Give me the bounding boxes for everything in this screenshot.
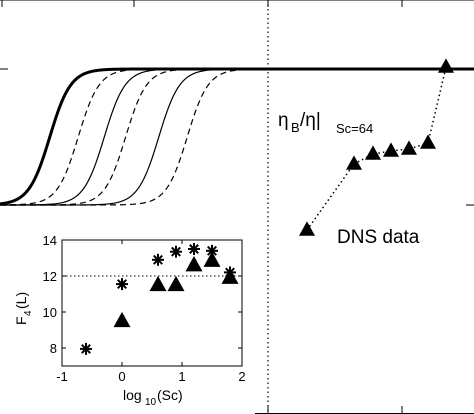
dns-point-3 — [365, 145, 381, 160]
dns-point-5 — [401, 140, 417, 155]
dns-point-2 — [346, 155, 362, 170]
inset-ylabel-sub: 4 — [23, 310, 34, 316]
ratio-label-subscript: Sc=64 — [336, 121, 373, 136]
series-curve-6 — [0, 68, 474, 206]
inset-ytick-label: 8 — [50, 341, 57, 356]
inset-triangle-point-4 — [185, 256, 203, 272]
inset-asterisk-point-5 — [188, 243, 200, 255]
series-curve-1 — [0, 67, 474, 206]
dns-label: DNS data — [337, 227, 420, 248]
inset-triangle-point-5 — [203, 251, 221, 267]
dns-point-1 — [299, 221, 315, 236]
inset-ytick-label: 14 — [43, 233, 57, 248]
inset-ylabel: F — [13, 316, 29, 325]
series-curve-5 — [0, 68, 474, 206]
inset-xtick-label: 1 — [178, 369, 185, 384]
inset-xlabel-rest: (Sc) — [157, 387, 183, 403]
inset-triangle-point-6 — [221, 268, 239, 284]
inset-xlabel-sub: 10 — [145, 397, 157, 408]
asterisk-stroke — [207, 245, 217, 256]
inset-ytick-label: 12 — [43, 269, 57, 284]
series-curve-4 — [0, 68, 474, 206]
dns-point-6 — [420, 134, 436, 149]
inset-frame — [61, 239, 243, 367]
inset-xtick-label: 0 — [118, 369, 125, 384]
inset-xtick-label: -1 — [56, 369, 68, 384]
inset-xtick-label: 2 — [238, 369, 245, 384]
asterisk-stroke — [189, 244, 199, 254]
inset-asterisk-point-2 — [116, 278, 128, 291]
inset-asterisk-point-1 — [80, 342, 92, 355]
dns-point-4 — [383, 142, 399, 157]
dns-point-7 — [438, 58, 454, 73]
inset-triangle-point-1 — [113, 311, 131, 328]
asterisk-stroke — [153, 254, 163, 265]
inset-asterisk-point-3 — [152, 253, 164, 266]
asterisk-stroke — [117, 279, 127, 290]
ratio-label: η — [278, 110, 289, 131]
inset-ylabel-rest: (L) — [13, 292, 29, 309]
inset-ylabel-group: F4(L) — [13, 292, 34, 325]
inset-ytick-label: 10 — [43, 305, 57, 320]
inset-triangle-point-3 — [167, 275, 185, 292]
asterisk-stroke — [81, 343, 91, 354]
inset-triangle-point-2 — [149, 275, 167, 292]
ratio-label-sub: B — [291, 120, 300, 135]
series-curve-3 — [0, 68, 474, 206]
series-curve-2 — [0, 68, 474, 206]
asterisk-stroke — [171, 246, 181, 257]
ratio-label-rest: /η| — [300, 110, 321, 131]
inset-xlabel: log — [123, 387, 142, 403]
inset-asterisk-point-4 — [170, 245, 182, 258]
